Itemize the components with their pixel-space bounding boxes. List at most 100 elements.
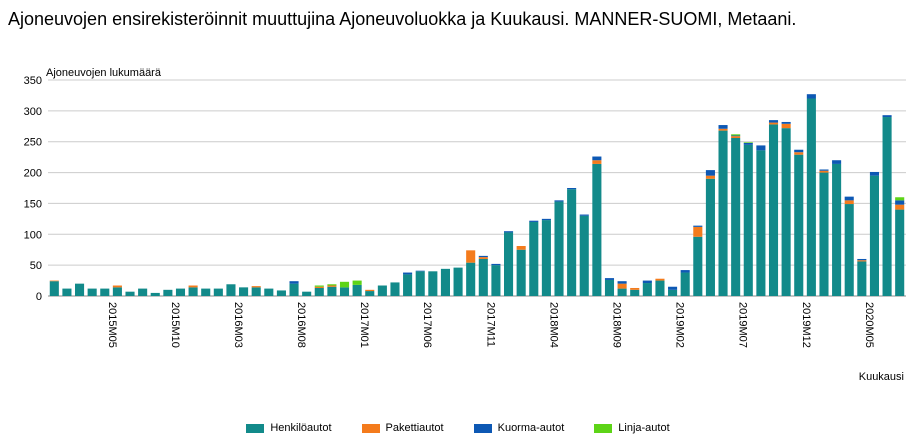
bar-segment <box>478 255 488 258</box>
x-tick-label: 2017M06 <box>421 302 433 348</box>
bar-segment <box>895 200 905 205</box>
bar-segment <box>857 261 867 296</box>
bar-segment <box>541 218 551 221</box>
bar-segment <box>554 201 564 296</box>
bar-segment <box>302 291 312 296</box>
bar-segment <box>819 172 829 296</box>
y-tick-label: 250 <box>24 137 42 149</box>
bar-segment <box>668 286 678 290</box>
legend-swatch <box>473 423 492 433</box>
bar-segment <box>415 270 425 272</box>
y-axis-title: Ajoneuvojen lukumäärä <box>46 67 162 79</box>
bar-segment <box>478 257 488 259</box>
x-tick-label: 2015M05 <box>106 302 118 348</box>
bar-segment <box>895 209 905 296</box>
bar-segment <box>516 246 526 250</box>
bar-segment <box>655 278 665 281</box>
x-tick-labels: 2015M05 2015M10 2016M03 2016M08 2017M01 2017M… <box>106 302 875 348</box>
bar-segment <box>188 285 198 288</box>
legend: Henkilöautot Pakettiautot Kuorma-autot Linj… <box>0 422 916 434</box>
bar-segment <box>491 263 501 266</box>
bar-segment <box>592 163 602 296</box>
y-tick-label: 100 <box>24 229 42 241</box>
bar-segment <box>554 200 564 202</box>
bar-segment <box>327 284 337 286</box>
bar-segment <box>415 271 425 296</box>
bar-segment <box>314 285 324 287</box>
x-tick-label: 2016M08 <box>295 302 307 348</box>
bar-segment <box>339 281 350 288</box>
bar-segment <box>365 291 375 296</box>
bar-segment <box>857 260 867 262</box>
y-tick-label: 200 <box>24 168 42 180</box>
bar-segment <box>794 154 804 296</box>
bar-segment <box>806 98 816 296</box>
bar-segment <box>403 274 413 296</box>
bar-segment <box>781 123 791 129</box>
x-tick-label: 2019M07 <box>737 302 749 348</box>
legend-item: Henkilöautot <box>246 422 332 434</box>
bar-segment <box>630 289 640 296</box>
bar-segment <box>529 220 539 222</box>
bar-segment <box>390 282 400 296</box>
bar-segment <box>794 149 804 153</box>
bar-segment <box>478 258 488 296</box>
x-tick-label: 2018M04 <box>547 302 559 348</box>
bar-segment <box>718 128 728 131</box>
bar-segment <box>592 156 602 161</box>
bar-segment <box>466 262 476 296</box>
bar-segment <box>327 285 337 287</box>
bar-segment <box>49 280 59 282</box>
y-tick-label: 0 <box>36 291 42 303</box>
bar-segment <box>882 115 892 118</box>
bar-segment <box>604 278 615 280</box>
bar-segment <box>693 226 703 237</box>
bar-segment <box>163 289 173 296</box>
bar-segment <box>49 281 59 296</box>
bar-segment <box>352 280 362 285</box>
bar-segment <box>112 285 122 288</box>
bar-segment <box>579 214 589 216</box>
bar-segment <box>743 142 753 145</box>
bar-segment <box>567 188 577 190</box>
bar-segment <box>731 136 741 139</box>
bar-segment <box>491 265 501 296</box>
legend-swatch <box>246 423 265 433</box>
bar-segment <box>680 270 690 273</box>
bar-segment <box>150 292 160 296</box>
bar-segment <box>604 279 615 296</box>
chart-title: Ajoneuvojen ensirekisteröinnit muuttujin… <box>8 9 797 29</box>
bar-segment <box>832 163 842 296</box>
bar-segment <box>819 170 829 173</box>
bar-segment <box>264 288 274 296</box>
bar-segment <box>504 232 514 296</box>
x-tick-label: 2020M05 <box>863 302 875 348</box>
bar-segment <box>819 169 829 171</box>
bar-segment <box>680 272 690 296</box>
x-tick-label: 2016M03 <box>232 302 244 348</box>
bar-segment <box>857 258 867 261</box>
bar-segment <box>731 135 741 137</box>
bar-segment <box>882 117 892 297</box>
bar-segment <box>314 286 324 288</box>
y-tick-label: 300 <box>24 106 42 118</box>
bars <box>49 94 905 297</box>
x-tick-label: 2019M12 <box>800 302 812 348</box>
bar-segment <box>630 287 640 290</box>
legend-label: Linja-autot <box>618 422 670 434</box>
legend-label: Pakettiautot <box>385 422 444 434</box>
bar-segment <box>617 288 627 296</box>
bar-segment <box>188 287 198 296</box>
bar-segment <box>756 145 766 151</box>
bar-segment <box>832 160 842 164</box>
bar-segment <box>731 134 741 136</box>
bar-segment <box>718 125 728 129</box>
bar-segment <box>213 288 223 296</box>
bar-segment <box>529 221 539 296</box>
bar-segment <box>504 231 514 233</box>
y-tick-label: 150 <box>24 198 42 210</box>
bar-segment <box>314 287 324 296</box>
bar-segment <box>466 250 476 263</box>
bar-segment <box>516 249 526 296</box>
bar-segment <box>592 160 602 164</box>
